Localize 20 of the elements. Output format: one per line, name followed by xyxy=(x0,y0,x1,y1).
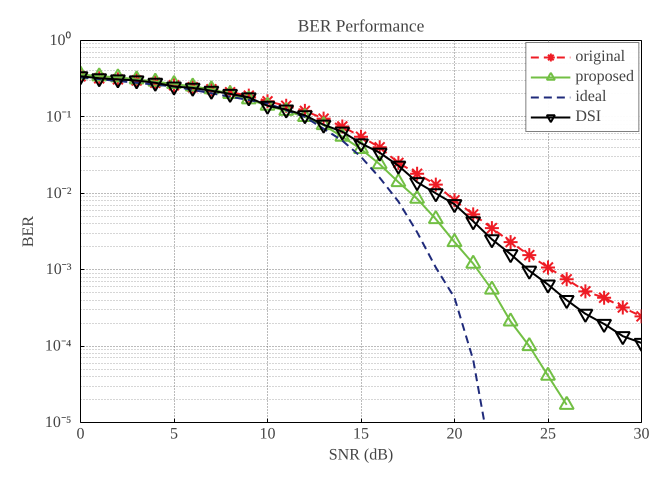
x-tick-label: 5 xyxy=(170,426,178,442)
x-tick-label: 20 xyxy=(446,426,462,442)
x-axis-title: SNR (dB) xyxy=(328,446,394,464)
y-tick-label: 10⁻² xyxy=(46,184,72,202)
y-tick-label: 10⁰ xyxy=(50,31,72,49)
y-tick-label: 10⁻¹ xyxy=(46,108,72,126)
x-tick-label: 30 xyxy=(634,426,650,442)
legend-label: ideal xyxy=(575,88,606,106)
legend-label: original xyxy=(575,48,626,66)
legend-label: proposed xyxy=(575,68,634,86)
x-tick-label: 0 xyxy=(76,426,84,442)
y-axis-title: BER xyxy=(20,216,37,248)
chart-title: BER Performance xyxy=(298,16,425,36)
x-tick-label: 25 xyxy=(540,426,556,442)
legend-label: DSI xyxy=(575,108,602,126)
y-tick-label: 10⁻⁴ xyxy=(44,338,72,355)
y-tick-label: 10⁻⁵ xyxy=(44,414,72,431)
x-tick-label: 15 xyxy=(353,426,369,442)
x-tick-label: 10 xyxy=(260,426,276,442)
y-tick-label: 10⁻³ xyxy=(46,261,72,278)
